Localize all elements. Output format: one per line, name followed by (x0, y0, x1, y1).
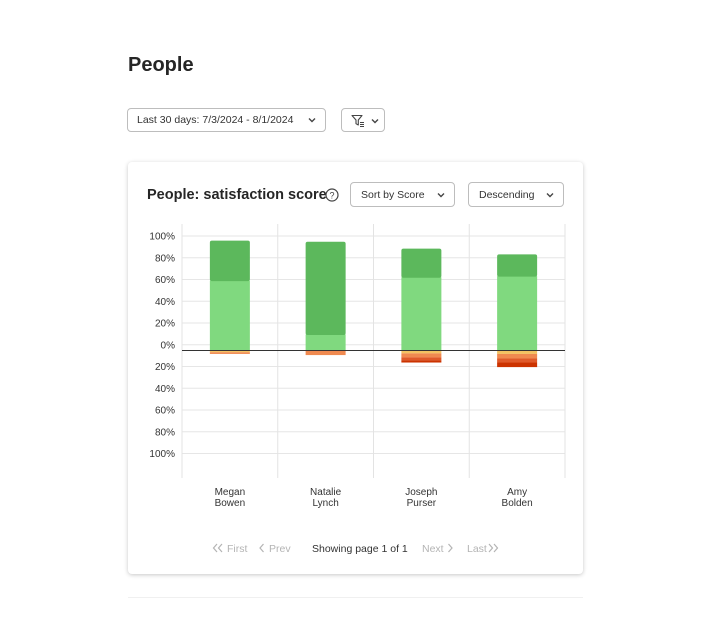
bar-segment-positive (497, 276, 538, 351)
bar-segment-negative (401, 357, 442, 361)
bar-segment-negative (497, 358, 538, 363)
sort-select-value: Sort by Score (361, 188, 425, 201)
satisfaction-card: People: satisfaction score ? Sort by Sco… (128, 162, 583, 574)
y-tick-label: 0% (161, 340, 176, 351)
chevron-down-icon (437, 193, 445, 198)
x-category-label: Natalie (310, 487, 342, 498)
bar-segment-positive (305, 241, 346, 335)
chevron-down-icon (371, 119, 379, 124)
y-tick-label: 40% (155, 297, 175, 308)
x-category-label: Joseph (405, 487, 437, 498)
double-chevron-right-icon (488, 543, 499, 553)
last-page-button[interactable]: Last (467, 543, 487, 555)
page-status: Showing page 1 of 1 (312, 543, 408, 555)
y-tick-label: 100% (149, 449, 175, 460)
bar-segment-negative (401, 353, 442, 358)
help-icon[interactable]: ? (325, 188, 339, 202)
x-category-label: Purser (407, 498, 437, 509)
bar-segment-negative (401, 360, 442, 363)
x-category-label: Amy (507, 487, 527, 498)
chevron-down-icon (308, 118, 316, 123)
filter-button[interactable] (341, 108, 385, 132)
chevron-down-icon (546, 193, 554, 198)
chevron-right-icon (448, 543, 453, 553)
y-tick-label: 40% (155, 384, 175, 395)
first-page-button[interactable]: First (227, 543, 248, 555)
x-category-label: Lynch (312, 498, 338, 509)
x-category-label: Bowen (215, 498, 246, 509)
order-select[interactable]: Descending (468, 182, 564, 207)
y-tick-label: 100% (149, 232, 175, 243)
bar-segment-negative (401, 350, 442, 354)
bar-segment-positive (401, 248, 442, 278)
y-tick-label: 80% (155, 253, 175, 264)
y-tick-label: 80% (155, 427, 175, 438)
sort-select[interactable]: Sort by Score (350, 182, 455, 207)
bar-segment-negative (497, 362, 538, 368)
bar-segment-negative (305, 350, 346, 356)
filter-icon (351, 114, 364, 127)
bar-segment-negative (497, 350, 538, 354)
bar-segment-positive (209, 280, 250, 351)
date-range-label: Last 30 days: 7/3/2024 - 8/1/2024 (137, 114, 294, 126)
y-tick-label: 20% (155, 319, 175, 330)
page-title: People (128, 54, 194, 76)
y-tick-label: 60% (155, 406, 175, 417)
x-category-label: Megan (215, 487, 246, 498)
bar-segment-negative (209, 352, 250, 354)
bar-segment-positive (497, 254, 538, 277)
chevron-left-icon (259, 543, 264, 553)
order-select-value: Descending (479, 188, 535, 201)
bar-segment-negative (209, 350, 250, 353)
satisfaction-chart: 100%80%60%40%20%0%20%40%60%80%100%MeganB… (149, 224, 566, 509)
bar-segment-positive (401, 277, 442, 351)
y-tick-label: 20% (155, 362, 175, 373)
section-divider (128, 597, 583, 598)
date-range-select[interactable]: Last 30 days: 7/3/2024 - 8/1/2024 (127, 108, 326, 132)
y-tick-label: 60% (155, 275, 175, 286)
double-chevron-left-icon (212, 543, 223, 553)
bar-segment-positive (305, 334, 346, 351)
x-category-label: Bolden (502, 498, 533, 509)
prev-page-button[interactable]: Prev (269, 543, 291, 555)
next-page-button[interactable]: Next (422, 543, 444, 555)
bar-segment-negative (497, 353, 538, 359)
card-title: People: satisfaction score (147, 187, 327, 203)
bar-segment-positive (209, 240, 250, 282)
svg-text:?: ? (329, 190, 334, 200)
